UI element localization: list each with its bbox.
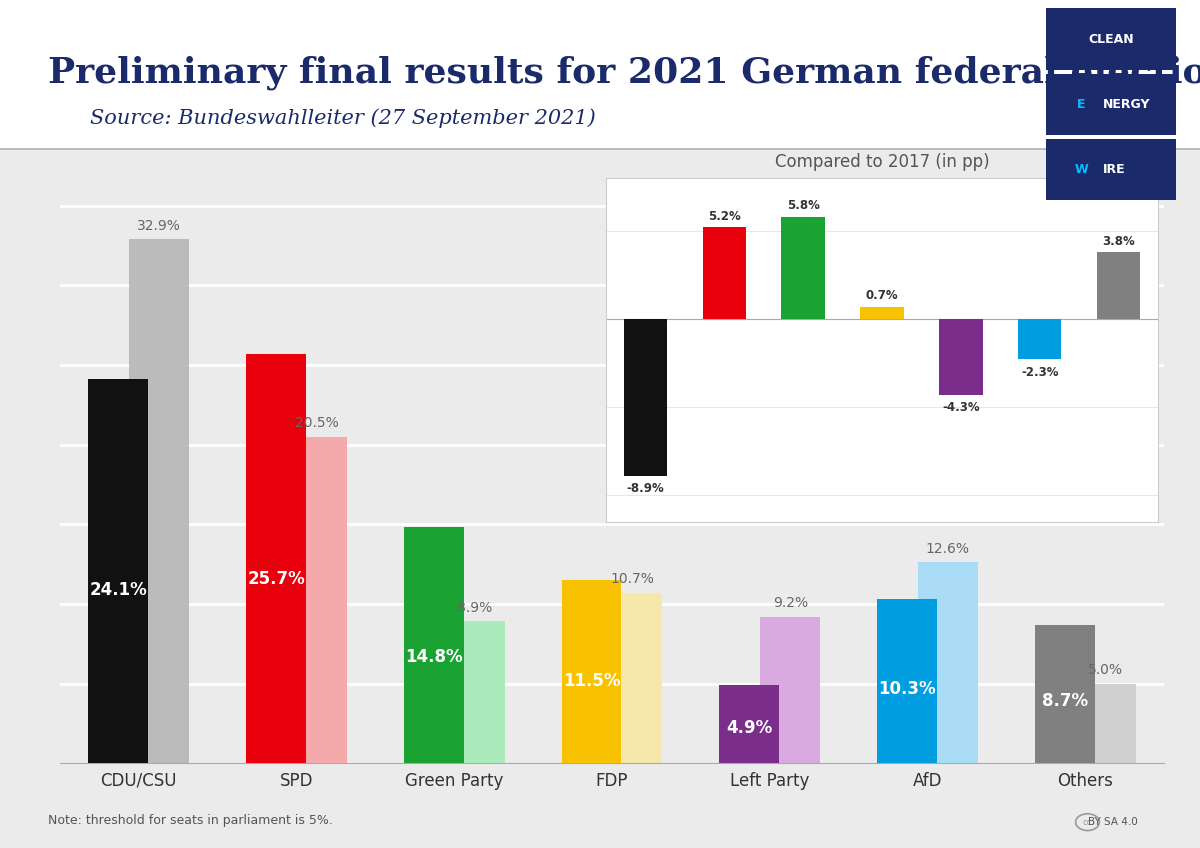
Bar <box>781 217 824 319</box>
Text: -4.3%: -4.3% <box>942 401 979 414</box>
Text: 32.9%: 32.9% <box>138 219 181 233</box>
Text: 9.2%: 9.2% <box>773 596 808 611</box>
Bar <box>1075 683 1135 763</box>
Bar <box>1034 625 1094 763</box>
Bar <box>246 354 306 763</box>
Text: -8.9%: -8.9% <box>626 482 665 495</box>
Text: 8.9%: 8.9% <box>457 601 492 615</box>
Bar <box>703 227 746 319</box>
Bar <box>877 600 937 763</box>
Text: Source: Bundeswahlleiter (27 September 2021): Source: Bundeswahlleiter (27 September 2… <box>90 109 595 128</box>
Text: 10.7%: 10.7% <box>611 572 654 587</box>
Bar <box>287 437 347 763</box>
Bar <box>1097 252 1140 319</box>
Bar <box>940 319 983 394</box>
Text: 24.1%: 24.1% <box>90 582 148 600</box>
Bar <box>130 239 190 763</box>
Text: CLEAN: CLEAN <box>1088 32 1134 46</box>
Text: BY SA 4.0: BY SA 4.0 <box>1088 817 1138 827</box>
Title: Compared to 2017 (in pp): Compared to 2017 (in pp) <box>775 153 989 171</box>
Text: 10.3%: 10.3% <box>878 680 936 699</box>
Text: W: W <box>1074 163 1088 176</box>
Text: 5.2%: 5.2% <box>708 210 740 223</box>
Text: 8.7%: 8.7% <box>1042 692 1087 710</box>
Bar <box>562 580 622 763</box>
Text: 0.7%: 0.7% <box>865 289 899 302</box>
Text: 12.6%: 12.6% <box>926 542 970 556</box>
Text: -2.3%: -2.3% <box>1021 365 1058 379</box>
Bar <box>719 685 779 763</box>
Bar <box>624 319 667 476</box>
Text: 3.8%: 3.8% <box>1102 235 1135 248</box>
Text: 4.9%: 4.9% <box>726 719 773 737</box>
Text: Preliminary final results for 2021 German federal election.: Preliminary final results for 2021 Germa… <box>48 55 1200 90</box>
Text: Note: threshold for seats in parliament is 5%.: Note: threshold for seats in parliament … <box>48 814 332 827</box>
Text: 20.5%: 20.5% <box>295 416 338 430</box>
Text: 5.8%: 5.8% <box>787 199 820 213</box>
Text: 25.7%: 25.7% <box>247 570 305 588</box>
Bar <box>602 593 662 763</box>
Text: 5.0%: 5.0% <box>1088 663 1123 678</box>
Bar <box>404 527 463 763</box>
Text: NERGY: NERGY <box>1103 98 1151 111</box>
Bar <box>1018 319 1061 360</box>
Text: cc: cc <box>1082 817 1092 827</box>
Bar <box>445 622 505 763</box>
Text: 14.8%: 14.8% <box>404 648 462 667</box>
Bar <box>89 379 149 763</box>
Bar <box>918 562 978 763</box>
Text: IRE: IRE <box>1103 163 1126 176</box>
Text: E: E <box>1076 98 1086 111</box>
Bar <box>761 616 820 763</box>
Text: 11.5%: 11.5% <box>563 672 620 689</box>
Bar <box>860 307 904 319</box>
